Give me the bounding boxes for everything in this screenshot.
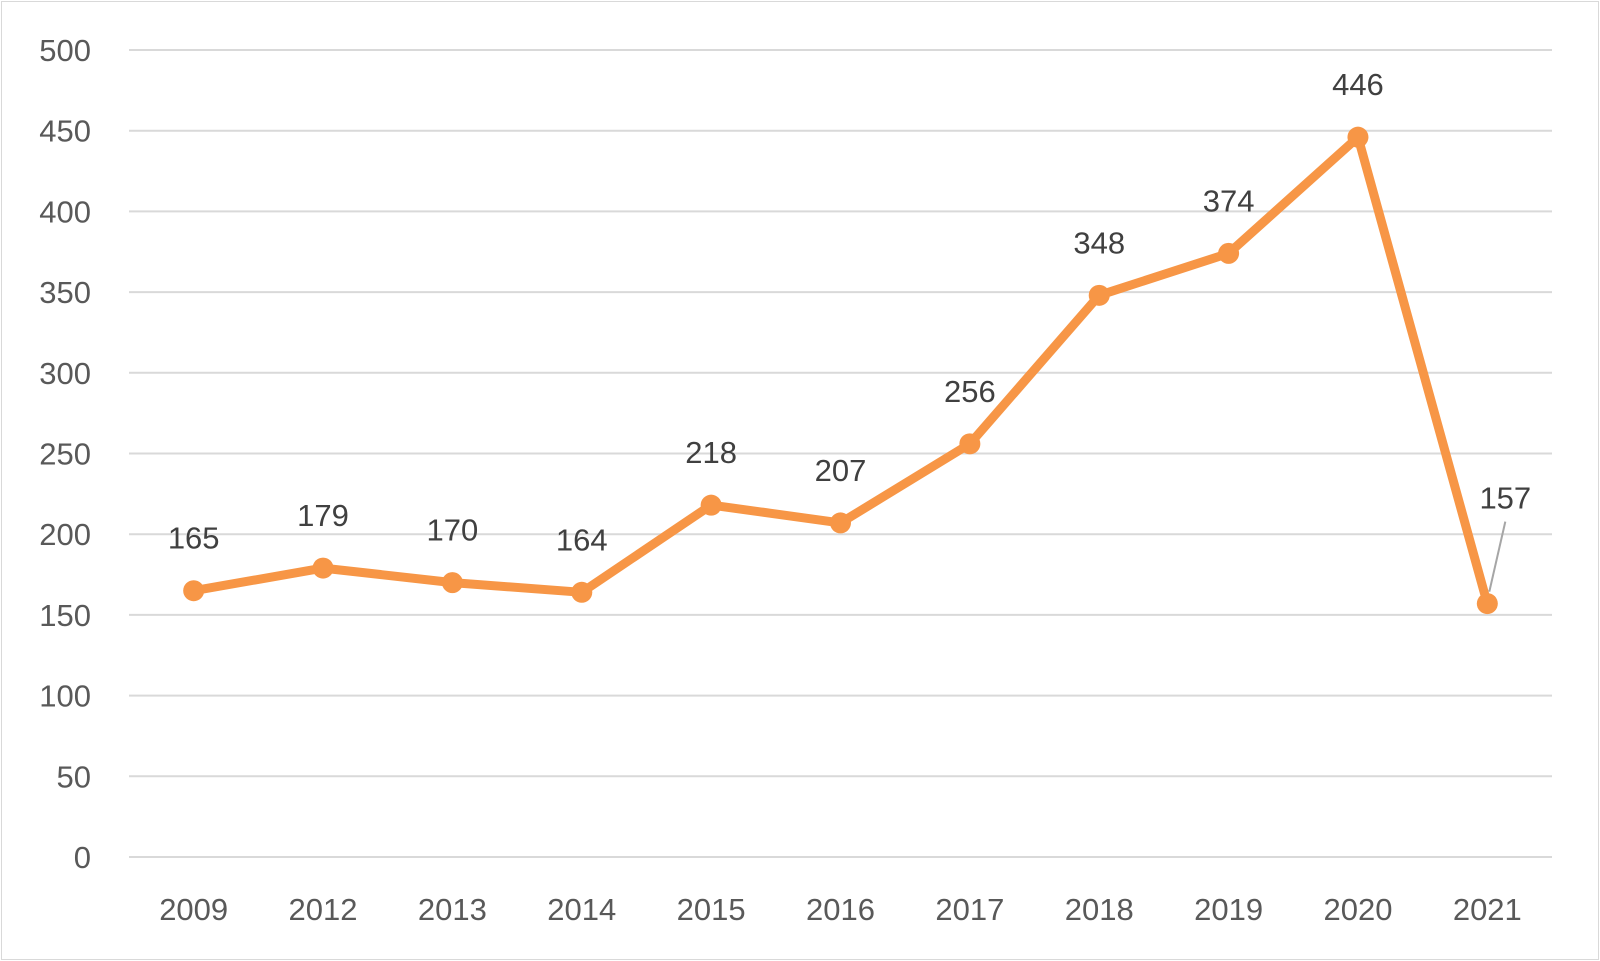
y-tick-label: 400 (39, 194, 91, 229)
y-tick-label: 100 (39, 679, 91, 714)
x-axis-tick-labels: 2009 2012 2013 2014 2015 2016 2017 2018 2019 2020… (159, 892, 1522, 927)
y-tick-label: 150 (39, 598, 91, 633)
leader-lines (1488, 521, 1507, 592)
data-point (700, 494, 722, 516)
data-point (183, 580, 205, 602)
y-tick-label: 250 (39, 437, 91, 472)
data-label: 348 (1073, 225, 1125, 260)
data-label: 157 (1479, 481, 1531, 516)
x-tick-label: 2016 (806, 892, 875, 927)
x-tick-label: 2012 (289, 892, 358, 927)
data-label: 446 (1332, 67, 1384, 102)
leader-line (1488, 521, 1507, 592)
data-label: 374 (1203, 183, 1255, 218)
y-tick-label: 500 (39, 33, 91, 68)
data-point (312, 557, 334, 579)
data-point (1088, 284, 1110, 306)
y-tick-label: 0 (74, 840, 91, 875)
x-tick-label: 2014 (547, 892, 616, 927)
data-labels: 165 179 170 164 218 207 256 348 374 446 157 (168, 67, 1531, 557)
x-tick-label: 2020 (1323, 892, 1392, 927)
data-point (1218, 242, 1240, 264)
data-label: 164 (556, 522, 608, 557)
y-tick-label: 50 (57, 759, 91, 794)
x-tick-label: 2018 (1065, 892, 1134, 927)
data-label: 165 (168, 521, 220, 556)
data-label: 170 (427, 513, 479, 548)
data-label: 218 (685, 435, 737, 470)
x-tick-label: 2013 (418, 892, 487, 927)
y-tick-label: 300 (39, 356, 91, 391)
data-point (830, 512, 851, 534)
data-label: 207 (815, 453, 867, 488)
data-point (959, 433, 981, 455)
x-tick-label: 2019 (1194, 892, 1263, 927)
y-axis-tick-labels: 0 50 100 150 200 250 300 350 400 450 500 (39, 33, 91, 875)
x-tick-label: 2015 (677, 892, 746, 927)
x-tick-label: 2009 (159, 892, 228, 927)
data-point (571, 581, 593, 603)
y-tick-label: 450 (39, 114, 91, 149)
y-tick-label: 200 (39, 517, 91, 552)
x-tick-label: 2021 (1453, 892, 1522, 927)
data-point (1476, 593, 1498, 615)
data-point (441, 572, 463, 594)
y-tick-label: 350 (39, 275, 91, 310)
x-tick-label: 2017 (935, 892, 1004, 927)
data-label: 256 (944, 374, 996, 409)
data-point (1347, 126, 1369, 148)
gridlines (129, 49, 1552, 858)
data-label: 179 (297, 498, 349, 533)
data-markers (183, 126, 1498, 615)
